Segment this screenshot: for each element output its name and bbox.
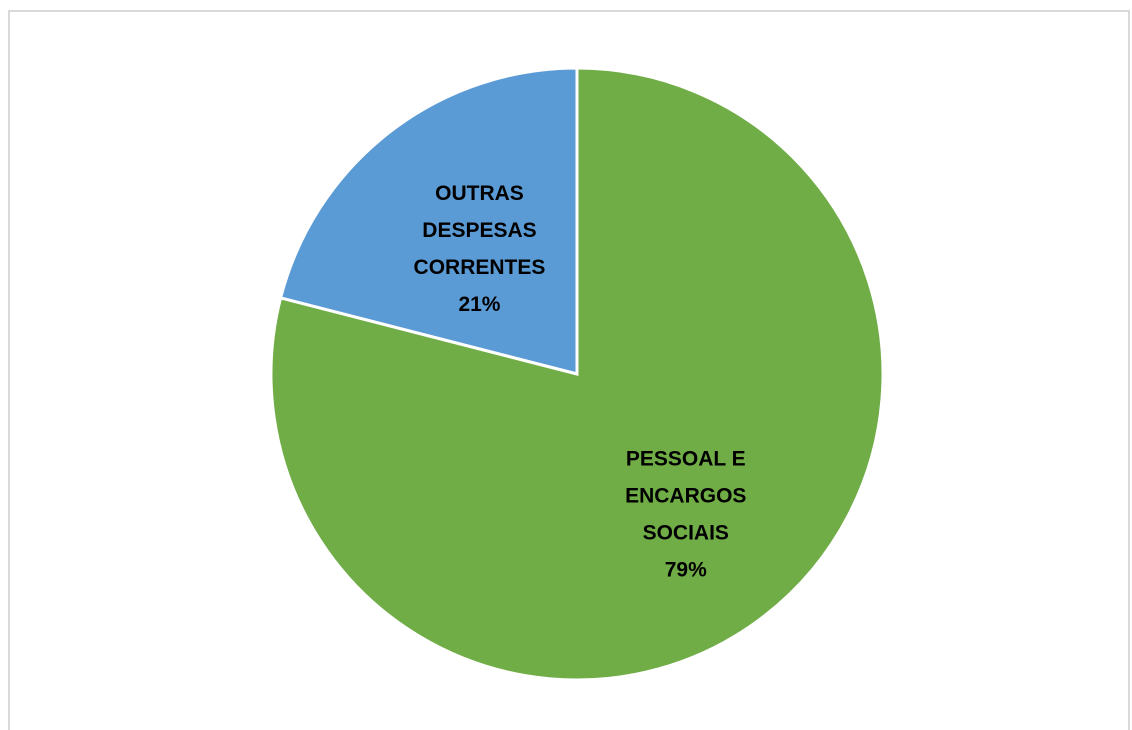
slice-label-outras-despesas-correntes: OUTRAS DESPESAS CORRENTES 21% xyxy=(414,182,546,316)
pie-labels: OUTRAS DESPESAS CORRENTES 21% PESSOAL E ENCAR… xyxy=(414,182,747,582)
slice-category-label-line: ENCARGOS xyxy=(625,485,746,508)
slice-category-label-line: DESPESAS xyxy=(422,219,536,242)
slice-label-pessoal-e-encargos-sociais: PESSOAL E ENCARGOS SOCIAIS 79% xyxy=(625,448,746,582)
pie-slice-outras-despesas-correntes xyxy=(278,66,579,376)
pie-chart: OUTRAS DESPESAS CORRENTES 21% PESSOAL E ENCAR… xyxy=(269,66,885,682)
pie-slice-pessoal-e-encargos-sociais xyxy=(269,66,885,682)
slice-percent-label: 79% xyxy=(665,559,707,582)
slice-category-label-line: CORRENTES xyxy=(414,256,546,279)
pie-slices xyxy=(269,66,885,682)
chart-area: OUTRAS DESPESAS CORRENTES 21% PESSOAL E ENCAR… xyxy=(8,10,1130,730)
slice-category-label-line: PESSOAL E xyxy=(626,448,746,471)
slice-category-label-line: SOCIAIS xyxy=(643,522,729,545)
slice-percent-label: 21% xyxy=(458,293,500,316)
slice-category-label-line: OUTRAS xyxy=(435,182,524,205)
